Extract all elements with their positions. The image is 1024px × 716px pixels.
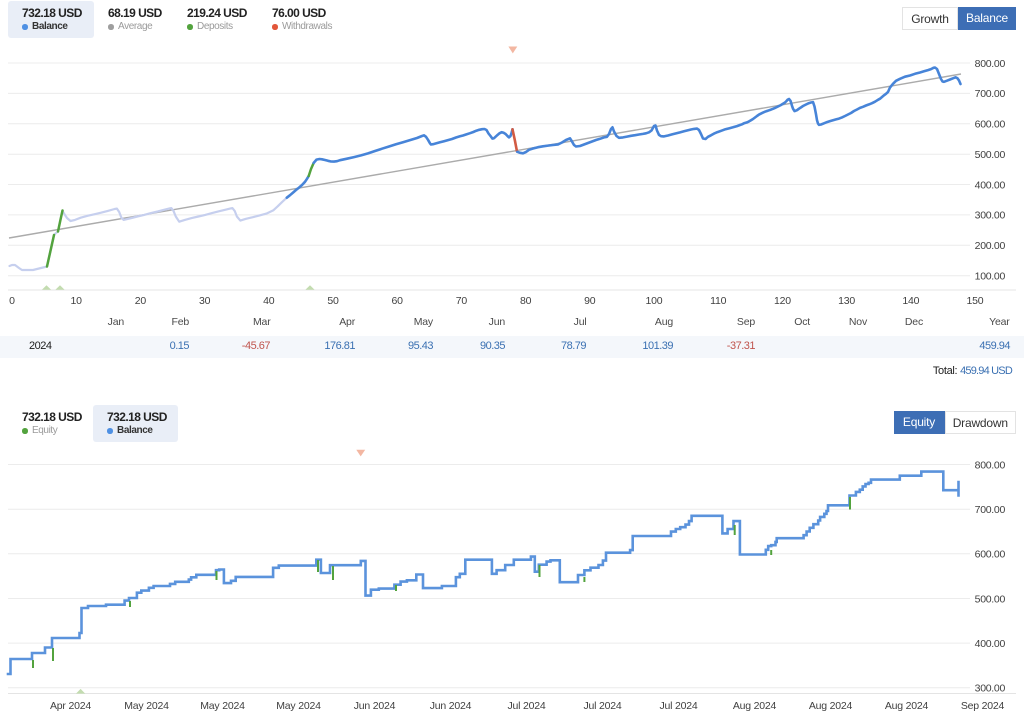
svg-text:300.00: 300.00 [975, 210, 1006, 222]
svg-text:May 2024: May 2024 [276, 700, 321, 712]
svg-text:Dec: Dec [905, 316, 923, 328]
svg-text:400.00: 400.00 [975, 179, 1006, 191]
svg-text:300.00: 300.00 [975, 683, 1006, 695]
svg-text:Aug 2024: Aug 2024 [809, 700, 853, 712]
svg-text:Aug 2024: Aug 2024 [885, 700, 929, 712]
svg-text:Nov: Nov [849, 316, 868, 328]
svg-text:120: 120 [774, 295, 791, 307]
svg-text:70: 70 [456, 295, 468, 307]
svg-text:130: 130 [838, 295, 855, 307]
svg-text:150: 150 [967, 295, 984, 307]
svg-text:800.00: 800.00 [975, 58, 1006, 70]
svg-text:100: 100 [646, 295, 663, 307]
svg-text:700.00: 700.00 [975, 88, 1006, 100]
svg-text:90: 90 [584, 295, 596, 307]
svg-text:Jun: Jun [489, 316, 506, 328]
svg-text:Year: Year [989, 316, 1010, 328]
svg-text:700.00: 700.00 [975, 504, 1006, 516]
svg-text:Jul 2024: Jul 2024 [659, 700, 697, 712]
svg-text:May 2024: May 2024 [124, 700, 169, 712]
svg-text:10: 10 [71, 295, 83, 307]
svg-text:May: May [414, 316, 434, 328]
svg-text:Apr: Apr [339, 316, 355, 328]
svg-text:50: 50 [327, 295, 339, 307]
svg-text:20: 20 [135, 295, 147, 307]
svg-text:500.00: 500.00 [975, 149, 1006, 161]
svg-text:Jan: Jan [108, 316, 125, 328]
svg-text:600.00: 600.00 [975, 549, 1006, 561]
svg-text:Jul 2024: Jul 2024 [583, 700, 621, 712]
svg-text:May 2024: May 2024 [200, 700, 245, 712]
svg-text:400.00: 400.00 [975, 638, 1006, 650]
svg-text:Mar: Mar [253, 316, 271, 328]
svg-text:Sep 2024: Sep 2024 [961, 700, 1005, 712]
svg-text:Feb: Feb [172, 316, 190, 328]
svg-text:0: 0 [9, 295, 15, 307]
svg-text:140: 140 [902, 295, 919, 307]
svg-text:Jun 2024: Jun 2024 [430, 700, 472, 712]
svg-text:800.00: 800.00 [975, 459, 1006, 471]
svg-text:600.00: 600.00 [975, 119, 1006, 131]
svg-text:Jun 2024: Jun 2024 [354, 700, 396, 712]
svg-text:Apr 2024: Apr 2024 [50, 700, 91, 712]
svg-text:40: 40 [263, 295, 275, 307]
svg-text:200.00: 200.00 [975, 240, 1006, 252]
svg-text:60: 60 [392, 295, 404, 307]
svg-text:Aug: Aug [655, 316, 673, 328]
svg-text:Jul 2024: Jul 2024 [507, 700, 545, 712]
svg-text:Sep: Sep [737, 316, 755, 328]
svg-text:100.00: 100.00 [975, 271, 1006, 283]
svg-text:80: 80 [520, 295, 532, 307]
svg-text:500.00: 500.00 [975, 593, 1006, 605]
svg-text:Jul: Jul [574, 316, 587, 328]
svg-text:Aug 2024: Aug 2024 [733, 700, 777, 712]
svg-text:30: 30 [199, 295, 211, 307]
svg-text:Oct: Oct [794, 316, 810, 328]
svg-text:110: 110 [710, 295, 726, 307]
